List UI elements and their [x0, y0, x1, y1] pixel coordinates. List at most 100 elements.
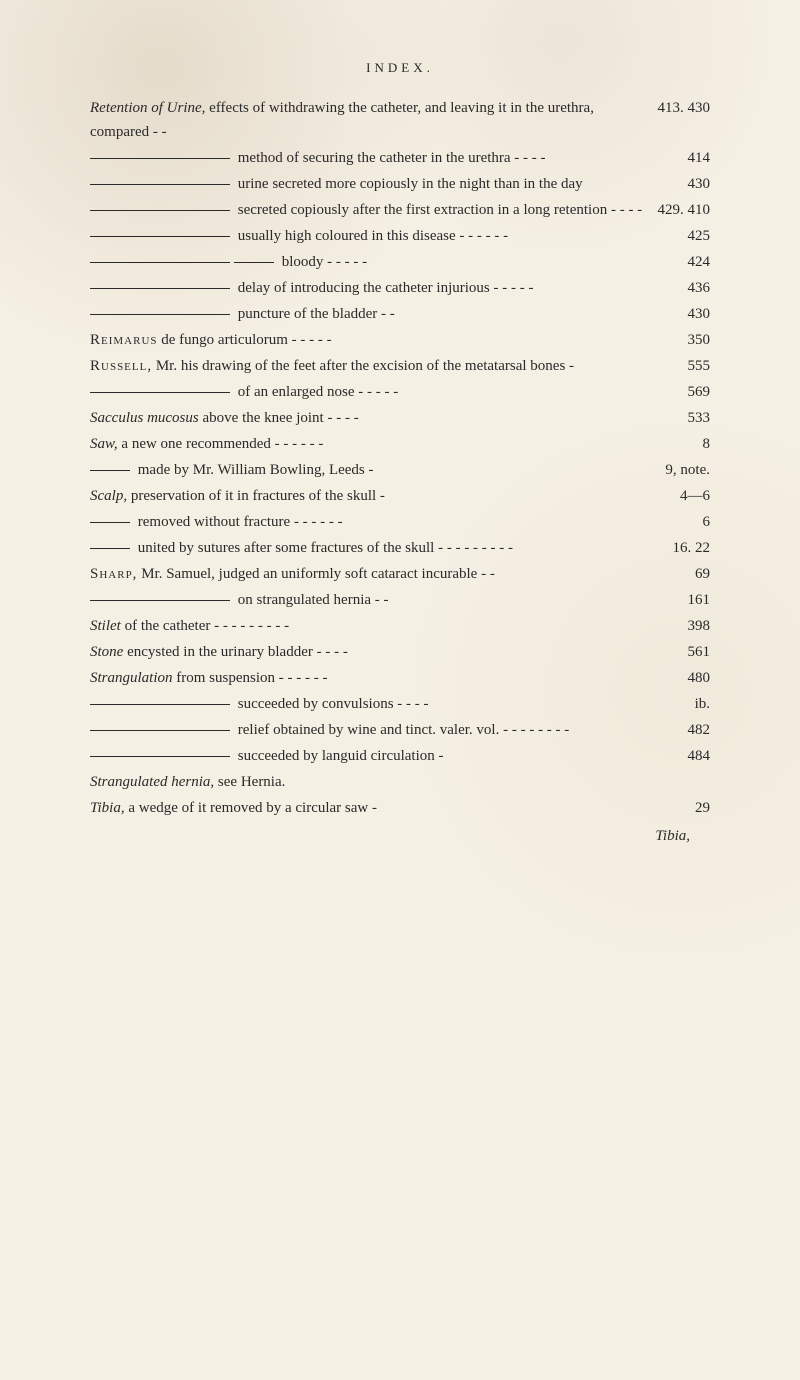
rule-line — [90, 470, 130, 471]
entry-body: a wedge of it removed by a circular saw … — [125, 800, 377, 816]
entry-pages: 414 — [688, 146, 711, 170]
index-entry: of an enlarged nose - - - - - 569 — [90, 380, 710, 404]
entry-text: removed without fracture - - - - - - — [90, 510, 703, 534]
entry-pages: 555 — [688, 354, 711, 378]
rule-line — [90, 158, 230, 159]
entry-pages: 4—6 — [680, 484, 710, 508]
index-entry: Scalp, preservation of it in fractures o… — [90, 484, 710, 508]
entry-text: Reimarus de fungo articulorum - - - - - — [90, 328, 688, 352]
entry-text: delay of introducing the catheter injuri… — [90, 276, 688, 300]
entry-text: Stilet of the catheter - - - - - - - - - — [90, 614, 688, 638]
entry-prefix: Strangulated hernia, — [90, 774, 214, 790]
entry-pages: 482 — [688, 718, 711, 742]
entry-body: method of securing the catheter in the u… — [234, 150, 546, 166]
catchword: Tibia, — [90, 828, 710, 845]
index-entry: usually high coloured in this disease - … — [90, 224, 710, 248]
entry-pages: 533 — [688, 406, 711, 430]
entry-text: Scalp, preservation of it in fractures o… — [90, 484, 680, 508]
entry-body: united by sutures after some fractures o… — [134, 540, 513, 556]
entry-body: bloody - - - - - — [278, 254, 367, 270]
rule-line — [90, 184, 230, 185]
index-entry: Russell, Mr. his drawing of the feet aft… — [90, 354, 710, 378]
entry-body: succeeded by languid circulation - — [234, 748, 444, 764]
entry-pages: 161 — [688, 588, 711, 612]
entry-text: Sacculus mucosus above the knee joint - … — [90, 406, 688, 430]
entry-body: of an enlarged nose - - - - - — [234, 384, 398, 400]
index-entry: Strangulated hernia, see Hernia. — [90, 770, 710, 794]
rule-line — [90, 756, 230, 757]
entry-text: Sharp, Mr. Samuel, judged an uniformly s… — [90, 562, 695, 586]
index-entry: removed without fracture - - - - - - 6 — [90, 510, 710, 534]
entry-text: bloody - - - - - — [90, 250, 688, 274]
entry-body: on strangulated hernia - - — [234, 592, 389, 608]
index-entry: Strangulation from suspension - - - - - … — [90, 666, 710, 690]
entry-body: see Hernia. — [214, 774, 285, 790]
entry-text: Strangulated hernia, see Hernia. — [90, 770, 710, 794]
index-entry: Stone encysted in the urinary bladder - … — [90, 640, 710, 664]
rule-line — [90, 288, 230, 289]
entry-text: united by sutures after some fractures o… — [90, 536, 673, 560]
entry-pages: 16. 22 — [673, 536, 711, 560]
entry-pages: ib. — [695, 692, 710, 716]
entry-body: removed without fracture - - - - - - — [134, 514, 343, 530]
entry-prefix: Scalp, — [90, 488, 127, 504]
entry-prefix: Russell, — [90, 358, 152, 374]
entry-pages: 398 — [688, 614, 711, 638]
entry-pages: 9, note. — [665, 458, 710, 482]
entry-prefix: Retention of Urine, — [90, 100, 205, 116]
index-entry: bloody - - - - -424 — [90, 250, 710, 274]
index-entry: Reimarus de fungo articulorum - - - - -3… — [90, 328, 710, 352]
entry-body: Mr. Samuel, judged an uniformly soft cat… — [137, 566, 494, 582]
entry-prefix: Tibia, — [90, 800, 125, 816]
index-entry: Saw, a new one recommended - - - - - -8 — [90, 432, 710, 456]
rule-line — [90, 704, 230, 705]
rule-line — [90, 210, 230, 211]
entry-text: puncture of the bladder - - — [90, 302, 688, 326]
index-entry: Sharp, Mr. Samuel, judged an uniformly s… — [90, 562, 710, 586]
index-entry: Sacculus mucosus above the knee joint - … — [90, 406, 710, 430]
entry-pages: 69 — [695, 562, 710, 586]
index-entry: succeeded by convulsions - - - - ib. — [90, 692, 710, 716]
entry-text: urine secreted more copiously in the nig… — [90, 172, 688, 196]
entry-body: secreted copiously after the first extra… — [234, 202, 642, 218]
entry-prefix: Stone — [90, 644, 123, 660]
entry-text: secreted copiously after the first extra… — [90, 198, 658, 222]
entry-body: preservation of it in fractures of the s… — [127, 488, 385, 504]
index-entries: Retention of Urine, effects of withdrawi… — [90, 96, 710, 820]
entry-prefix: Stilet — [90, 618, 121, 634]
entry-body: above the knee joint - - - - — [199, 410, 359, 426]
entry-prefix: Saw, — [90, 436, 118, 452]
rule-line — [90, 522, 130, 523]
entry-pages: 6 — [703, 510, 711, 534]
index-entry: succeeded by languid circulation - 484 — [90, 744, 710, 768]
index-entry: method of securing the catheter in the u… — [90, 146, 710, 170]
index-entry: made by Mr. William Bowling, Leeds -9, n… — [90, 458, 710, 482]
rule-line — [90, 548, 130, 549]
entry-text: usually high coloured in this disease - … — [90, 224, 688, 248]
entry-body: succeeded by convulsions - - - - — [234, 696, 429, 712]
entry-body: puncture of the bladder - - — [234, 306, 395, 322]
entry-text: Saw, a new one recommended - - - - - - — [90, 432, 703, 456]
rule-line — [90, 262, 230, 263]
entry-pages: 569 — [688, 380, 711, 404]
entry-pages: 484 — [688, 744, 711, 768]
entry-pages: 480 — [688, 666, 711, 690]
entry-body: of the catheter - - - - - - - - - — [121, 618, 289, 634]
index-entry: delay of introducing the catheter injuri… — [90, 276, 710, 300]
entry-body: Mr. his drawing of the feet after the ex… — [152, 358, 574, 374]
index-entry: relief obtained by wine and tinct. valer… — [90, 718, 710, 742]
rule-line — [234, 262, 274, 263]
entry-pages: 29 — [695, 796, 710, 820]
entry-pages: 8 — [703, 432, 711, 456]
index-entry: Retention of Urine, effects of withdrawi… — [90, 96, 710, 144]
entry-body: delay of introducing the catheter injuri… — [234, 280, 533, 296]
entry-pages: 430 — [688, 172, 711, 196]
entry-body: encysted in the urinary bladder - - - - — [123, 644, 348, 660]
entry-pages: 350 — [688, 328, 711, 352]
entry-text: Stone encysted in the urinary bladder - … — [90, 640, 688, 664]
entry-body: usually high coloured in this disease - … — [234, 228, 508, 244]
entry-text: Strangulation from suspension - - - - - … — [90, 666, 688, 690]
page-header: INDEX. — [90, 60, 710, 76]
entry-text: Retention of Urine, effects of withdrawi… — [90, 96, 658, 144]
entry-text: made by Mr. William Bowling, Leeds - — [90, 458, 665, 482]
